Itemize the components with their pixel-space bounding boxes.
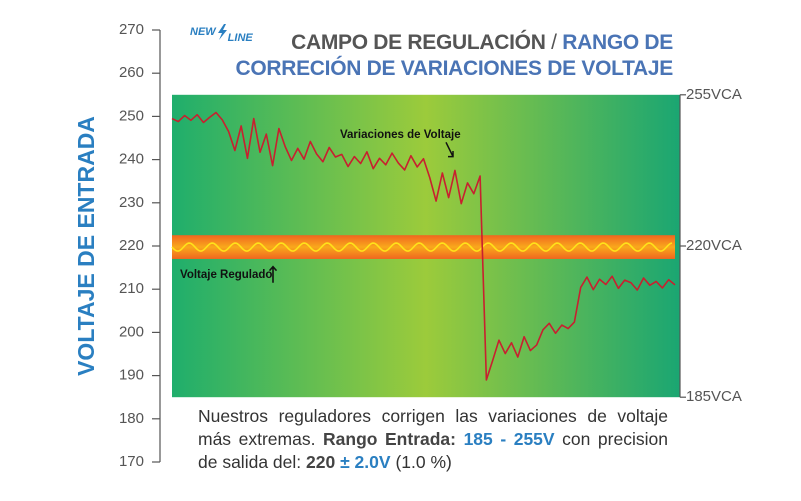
logo: NEW LINE [190, 24, 253, 44]
logo-text: LINE [227, 31, 253, 44]
y-axis-label: VOLTAJE DE ENTRADA [73, 116, 99, 376]
footnote-text: Rango Entrada: [323, 429, 456, 449]
y-tick-label: 260 [119, 64, 144, 81]
y-tick-label: 200 [119, 323, 144, 340]
voltage-line [171, 111, 676, 381]
footnote-text: (1.0 %) [395, 452, 452, 472]
annotation: Variaciones de Voltaje [340, 129, 461, 141]
y-tick-label: 180 [119, 410, 144, 427]
footnote-text: ± 2.0V [340, 452, 391, 472]
regulated-band [172, 235, 675, 259]
sine-wave [171, 242, 673, 252]
y2-tick-label: 255VCA [686, 86, 742, 103]
footnote: Nuestros reguladores corrigen las variac… [198, 405, 668, 474]
y-tick-label: 220 [119, 237, 144, 254]
y-tick-label: 270 [119, 21, 144, 38]
annotation-arrow [268, 265, 278, 283]
y-tick-label: 240 [119, 151, 144, 168]
logo-bolt [217, 24, 227, 40]
footnote-text: 185 - 255V [463, 429, 555, 449]
annotation: Voltaje Regulado [180, 269, 272, 281]
chart-title: CAMPO DE REGULACIÓN / RANGO DE CORRECIÓN… [185, 30, 673, 82]
y-tick-label: 230 [119, 194, 144, 211]
y2-tick-label: 185VCA [686, 388, 742, 405]
y-tick-label: 250 [119, 107, 144, 124]
y2-tick-label: 220VCA [686, 237, 742, 254]
footnote-text: con precision de salida del: [198, 429, 668, 472]
title-part: RANGO DE CORRECIÓN DE VARIACIONES DE VOL… [235, 31, 673, 80]
title-part: CAMPO DE REGULACIÓN [291, 31, 546, 54]
footnote-text: Nuestros reguladores corrigen las variac… [198, 406, 668, 449]
footnote-text: 220 [306, 452, 336, 472]
y-tick-label: 190 [119, 367, 144, 384]
y-tick-label: 170 [119, 453, 144, 470]
y-tick-label: 210 [119, 280, 144, 297]
annotation-arrow [445, 141, 454, 158]
logo-text: NEW [190, 25, 216, 38]
title-part: / [551, 31, 557, 54]
